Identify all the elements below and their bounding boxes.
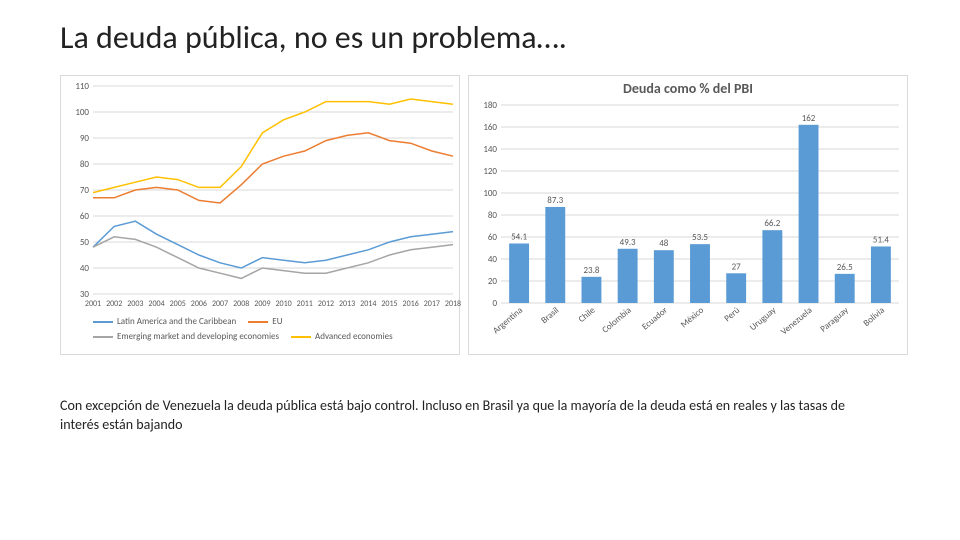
svg-text:Brasil: Brasil (539, 305, 561, 326)
bar-chart: Deuda como % del PBI 0 20 40 60 80 100 120 140 1… (468, 75, 908, 355)
svg-text:90: 90 (80, 133, 90, 144)
svg-text:80: 80 (80, 159, 90, 170)
svg-text:49.3: 49.3 (620, 237, 636, 248)
svg-text:60: 60 (488, 232, 498, 243)
svg-text:2017: 2017 (424, 299, 440, 309)
svg-text:180: 180 (483, 100, 497, 111)
page-title: La deuda pública, no es un problema…. (60, 18, 920, 57)
svg-text:51.4: 51.4 (873, 234, 889, 245)
svg-text:Paraguay: Paraguay (818, 304, 851, 334)
svg-text:40: 40 (488, 254, 498, 265)
svg-text:100: 100 (75, 107, 89, 118)
svg-text:2005: 2005 (170, 299, 186, 309)
svg-text:54.1: 54.1 (511, 231, 527, 242)
svg-text:2011: 2011 (297, 299, 313, 309)
svg-text:140: 140 (483, 144, 497, 155)
svg-text:2004: 2004 (148, 299, 164, 309)
caption-text: Con excepción de Venezuela la deuda públ… (60, 397, 880, 435)
legend-label: Latin America and the Caribbean (117, 316, 236, 327)
legend-swatch (248, 321, 268, 323)
svg-text:2013: 2013 (339, 299, 355, 309)
svg-text:2014: 2014 (360, 299, 376, 309)
svg-text:0: 0 (492, 298, 497, 309)
legend-swatch (291, 336, 311, 338)
svg-text:2018: 2018 (445, 299, 461, 309)
svg-text:2012: 2012 (318, 299, 334, 309)
svg-text:162: 162 (802, 113, 816, 124)
svg-text:100: 100 (483, 188, 497, 199)
svg-text:70: 70 (80, 185, 90, 196)
svg-text:40: 40 (80, 263, 90, 274)
svg-text:26.5: 26.5 (837, 262, 853, 273)
legend-label: Emerging market and developing economies (117, 331, 279, 342)
svg-text:2009: 2009 (254, 299, 270, 309)
slide: La deuda pública, no es un problema…. 30… (0, 0, 960, 435)
svg-text:87.3: 87.3 (547, 195, 563, 206)
svg-text:Chile: Chile (576, 305, 597, 325)
svg-text:Bolivia: Bolivia (861, 305, 887, 329)
svg-text:110: 110 (75, 81, 89, 92)
line-chart-legend: Latin America and the Caribbean EU Emergin… (93, 316, 453, 342)
svg-text:Perú: Perú (722, 305, 742, 324)
svg-text:Uruguay: Uruguay (748, 304, 779, 333)
svg-text:2006: 2006 (191, 299, 207, 309)
svg-text:80: 80 (488, 210, 498, 221)
line-chart: 3040506070809010011020012002200320042005… (60, 75, 460, 355)
svg-text:160: 160 (483, 122, 497, 133)
legend-item: Emerging market and developing economies (93, 331, 279, 342)
svg-text:2001: 2001 (85, 299, 101, 309)
legend-swatch (93, 336, 113, 338)
legend-item: Advanced economies (291, 331, 393, 342)
svg-text:2010: 2010 (275, 299, 291, 309)
svg-text:66.2: 66.2 (764, 218, 780, 229)
charts-row: 3040506070809010011020012002200320042005… (60, 75, 920, 355)
bar-chart-plot: 0 20 40 60 80 100 120 140 160 180 54.1 87.3 23.8 49.3… (469, 99, 907, 355)
svg-text:20: 20 (488, 276, 498, 287)
legend-label: Advanced economies (315, 331, 393, 342)
svg-text:2016: 2016 (403, 299, 419, 309)
svg-text:27: 27 (732, 261, 742, 272)
svg-text:2007: 2007 (212, 299, 228, 309)
legend-label: EU (272, 316, 282, 327)
svg-text:53.5: 53.5 (692, 232, 708, 243)
svg-text:Ecuador: Ecuador (640, 305, 670, 333)
legend-item: EU (248, 316, 282, 327)
svg-text:48: 48 (659, 238, 669, 249)
svg-text:Argentina: Argentina (491, 305, 525, 336)
bar-chart-title: Deuda como % del PBI (469, 76, 907, 99)
legend-item: Latin America and the Caribbean (93, 316, 236, 327)
svg-text:2002: 2002 (106, 299, 122, 309)
svg-text:México: México (679, 305, 707, 331)
svg-text:23.8: 23.8 (583, 265, 599, 276)
svg-text:60: 60 (80, 211, 90, 222)
line-chart-plot: 3040506070809010011020012002200320042005… (61, 76, 459, 356)
svg-text:2003: 2003 (127, 299, 143, 309)
svg-text:Colombia: Colombia (600, 305, 634, 336)
svg-text:120: 120 (483, 166, 497, 177)
svg-text:50: 50 (80, 237, 90, 248)
svg-text:2015: 2015 (381, 299, 397, 309)
svg-text:2008: 2008 (233, 299, 249, 309)
svg-text:Venezuela: Venezuela (779, 305, 815, 337)
legend-swatch (93, 321, 113, 323)
